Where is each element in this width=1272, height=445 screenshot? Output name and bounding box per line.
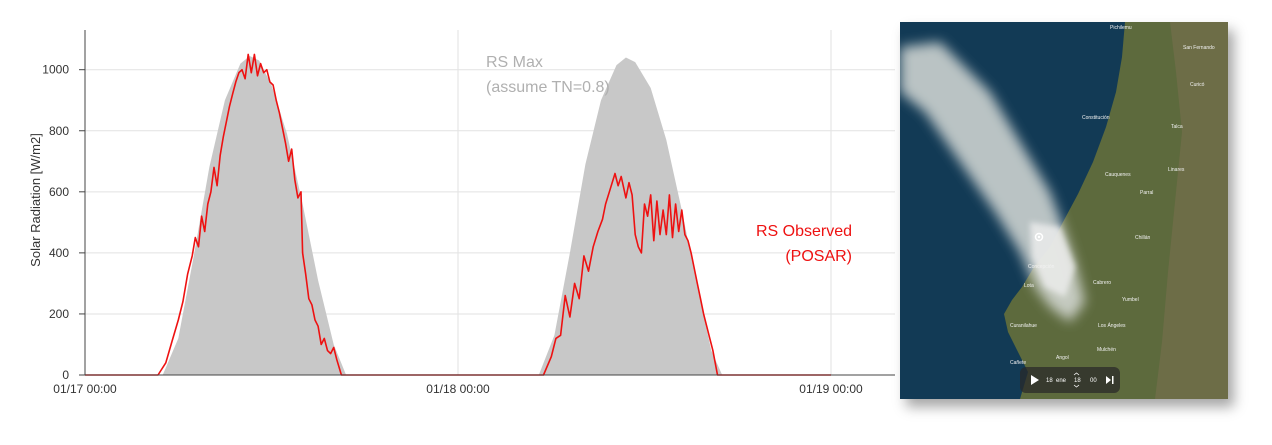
x-tick-label: 01/18 00:00	[426, 382, 490, 396]
place-label: Cañete	[1010, 360, 1026, 366]
hour-value: 18	[1074, 378, 1081, 384]
y-axis-label: Solar Radiation [W/m2]	[28, 133, 43, 267]
month-value: ene	[1056, 378, 1067, 384]
rs-observed-label: RS Observed	[756, 223, 852, 240]
place-label: Los Ángeles	[1098, 322, 1126, 329]
rs-max-sub-label: (assume TN=0.8)	[486, 79, 610, 96]
place-label: Constitución	[1082, 115, 1110, 121]
playback-control: 18 ene 18 00	[1020, 367, 1120, 393]
rs-max-label: RS Max	[486, 54, 543, 71]
minute-value: 00	[1090, 378, 1097, 384]
skip-forward-icon[interactable]	[1106, 376, 1114, 384]
y-tick-label: 800	[49, 124, 69, 138]
place-label: Parral	[1140, 190, 1153, 196]
x-tick-label: 01/19 00:00	[799, 382, 863, 396]
place-label: Mulchén	[1097, 347, 1116, 353]
y-tick-label: 0	[62, 368, 69, 382]
mountains	[1155, 22, 1228, 399]
play-icon[interactable]	[1031, 375, 1039, 385]
place-label: Angol	[1056, 355, 1069, 361]
chevron-down-icon[interactable]	[1073, 384, 1080, 388]
place-label: Lota	[1024, 283, 1034, 289]
rs-observed-sub-label: (POSAR)	[785, 248, 852, 265]
y-tick-label: 600	[49, 185, 69, 199]
rs-max-area-path	[85, 56, 831, 375]
place-label: Concepción	[1028, 264, 1055, 270]
place-label: Curanilahue	[1010, 323, 1037, 329]
place-labels: Pichilemu San Fernando Curicó Constitución T…	[1010, 25, 1215, 366]
place-label: Cabrero	[1093, 280, 1111, 286]
y-tick-labels: 0 200 400 600 800 1000	[42, 63, 85, 382]
satellite-image: Pichilemu San Fernando Curicó Constitución T…	[900, 22, 1228, 399]
location-marker	[1034, 232, 1044, 242]
place-label: Chillán	[1135, 235, 1151, 241]
place-label: Cauquenes	[1105, 172, 1131, 178]
rs-max-area	[85, 56, 831, 375]
place-label: Curicó	[1190, 82, 1205, 88]
place-label: San Fernando	[1183, 45, 1215, 51]
satellite-map: Pichilemu San Fernando Curicó Constitución T…	[900, 22, 1228, 399]
x-tick-label: 01/17 00:00	[53, 382, 117, 396]
rs-observed-line	[85, 53, 831, 376]
location-marker-dot	[1037, 235, 1041, 239]
x-tick-labels: 01/17 00:00 01/18 00:00 01/19 00:00	[53, 382, 863, 396]
y-tick-label: 400	[49, 246, 69, 260]
place-label: Talca	[1171, 124, 1183, 130]
axes	[84, 30, 895, 376]
place-label: Yumbel	[1122, 297, 1139, 303]
solar-radiation-chart: 0 200 400 600 800 1000 01/17 00:00 01/18 00:00…	[28, 30, 895, 396]
y-tick-label: 1000	[42, 63, 69, 77]
smoke-core	[1030, 222, 1075, 297]
place-label: Pichilemu	[1110, 25, 1132, 31]
rs-observed-polyline	[85, 53, 831, 376]
place-label: Linares	[1168, 167, 1185, 173]
day-value: 18	[1046, 378, 1053, 384]
y-tick-label: 200	[49, 307, 69, 321]
chevron-up-icon[interactable]	[1073, 372, 1080, 376]
